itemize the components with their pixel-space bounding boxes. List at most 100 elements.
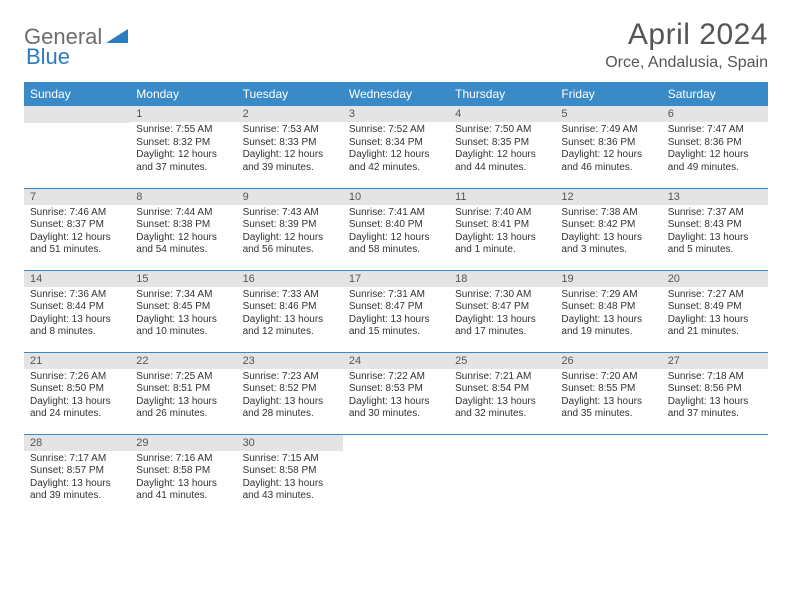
daylight-text: Daylight: 13 hours <box>30 396 124 409</box>
day-details: Sunrise: 7:31 AMSunset: 8:47 PMDaylight:… <box>343 287 449 343</box>
daylight-text: Daylight: 13 hours <box>136 314 230 327</box>
sunset-text: Sunset: 8:58 PM <box>136 465 230 478</box>
day-number: 7 <box>24 189 130 205</box>
daylight-text: and 21 minutes. <box>668 326 762 339</box>
sunset-text: Sunset: 8:58 PM <box>243 465 337 478</box>
calendar-cell: 12Sunrise: 7:38 AMSunset: 8:42 PMDayligh… <box>555 188 661 270</box>
day-details: Sunrise: 7:20 AMSunset: 8:55 PMDaylight:… <box>555 369 661 425</box>
calendar-row: 14Sunrise: 7:36 AMSunset: 8:44 PMDayligh… <box>24 270 768 352</box>
daylight-text: Daylight: 13 hours <box>455 314 549 327</box>
daylight-text: Daylight: 12 hours <box>561 149 655 162</box>
daylight-text: and 49 minutes. <box>668 162 762 175</box>
sunrise-text: Sunrise: 7:47 AM <box>668 124 762 137</box>
sunrise-text: Sunrise: 7:37 AM <box>668 207 762 220</box>
calendar-row: 21Sunrise: 7:26 AMSunset: 8:50 PMDayligh… <box>24 352 768 434</box>
sunset-text: Sunset: 8:39 PM <box>243 219 337 232</box>
calendar-cell: 30Sunrise: 7:15 AMSunset: 8:58 PMDayligh… <box>237 434 343 516</box>
sunrise-text: Sunrise: 7:16 AM <box>136 453 230 466</box>
day-details: Sunrise: 7:41 AMSunset: 8:40 PMDaylight:… <box>343 205 449 261</box>
day-number: 9 <box>237 189 343 205</box>
sunrise-text: Sunrise: 7:30 AM <box>455 289 549 302</box>
daylight-text: and 24 minutes. <box>30 408 124 421</box>
sunrise-text: Sunrise: 7:26 AM <box>30 371 124 384</box>
day-details: Sunrise: 7:15 AMSunset: 8:58 PMDaylight:… <box>237 451 343 507</box>
daylight-text: and 56 minutes. <box>243 244 337 257</box>
daylight-text: and 54 minutes. <box>136 244 230 257</box>
calendar-cell: 11Sunrise: 7:40 AMSunset: 8:41 PMDayligh… <box>449 188 555 270</box>
daylight-text: and 39 minutes. <box>243 162 337 175</box>
empty-day-bar <box>24 106 130 123</box>
day-details: Sunrise: 7:18 AMSunset: 8:56 PMDaylight:… <box>662 369 768 425</box>
day-number: 10 <box>343 189 449 205</box>
daylight-text: and 26 minutes. <box>136 408 230 421</box>
daylight-text: Daylight: 12 hours <box>455 149 549 162</box>
weekday-header: Friday <box>555 82 661 106</box>
daylight-text: Daylight: 13 hours <box>30 314 124 327</box>
calendar-cell: 1Sunrise: 7:55 AMSunset: 8:32 PMDaylight… <box>130 106 236 188</box>
day-details: Sunrise: 7:49 AMSunset: 8:36 PMDaylight:… <box>555 122 661 178</box>
sunrise-text: Sunrise: 7:15 AM <box>243 453 337 466</box>
sunset-text: Sunset: 8:36 PM <box>668 137 762 150</box>
sunrise-text: Sunrise: 7:52 AM <box>349 124 443 137</box>
day-number: 21 <box>24 353 130 369</box>
sunset-text: Sunset: 8:54 PM <box>455 383 549 396</box>
daylight-text: and 44 minutes. <box>455 162 549 175</box>
sunrise-text: Sunrise: 7:36 AM <box>30 289 124 302</box>
daylight-text: Daylight: 13 hours <box>561 396 655 409</box>
day-number: 22 <box>130 353 236 369</box>
daylight-text: and 46 minutes. <box>561 162 655 175</box>
daylight-text: Daylight: 13 hours <box>455 396 549 409</box>
calendar-cell <box>662 434 768 516</box>
calendar-cell <box>343 434 449 516</box>
daylight-text: Daylight: 12 hours <box>243 149 337 162</box>
daylight-text: Daylight: 13 hours <box>349 314 443 327</box>
calendar-cell: 6Sunrise: 7:47 AMSunset: 8:36 PMDaylight… <box>662 106 768 188</box>
calendar-row: 7Sunrise: 7:46 AMSunset: 8:37 PMDaylight… <box>24 188 768 270</box>
day-details: Sunrise: 7:26 AMSunset: 8:50 PMDaylight:… <box>24 369 130 425</box>
sunset-text: Sunset: 8:51 PM <box>136 383 230 396</box>
sunrise-text: Sunrise: 7:18 AM <box>668 371 762 384</box>
calendar-cell: 4Sunrise: 7:50 AMSunset: 8:35 PMDaylight… <box>449 106 555 188</box>
sunrise-text: Sunrise: 7:33 AM <box>243 289 337 302</box>
calendar-cell: 29Sunrise: 7:16 AMSunset: 8:58 PMDayligh… <box>130 434 236 516</box>
calendar-cell: 8Sunrise: 7:44 AMSunset: 8:38 PMDaylight… <box>130 188 236 270</box>
sunrise-text: Sunrise: 7:21 AM <box>455 371 549 384</box>
day-details: Sunrise: 7:21 AMSunset: 8:54 PMDaylight:… <box>449 369 555 425</box>
daylight-text: and 37 minutes. <box>136 162 230 175</box>
daylight-text: and 5 minutes. <box>668 244 762 257</box>
daylight-text: Daylight: 13 hours <box>243 314 337 327</box>
day-number: 27 <box>662 353 768 369</box>
calendar-cell <box>555 434 661 516</box>
day-details: Sunrise: 7:50 AMSunset: 8:35 PMDaylight:… <box>449 122 555 178</box>
day-number: 20 <box>662 271 768 287</box>
sunrise-text: Sunrise: 7:53 AM <box>243 124 337 137</box>
calendar-cell: 9Sunrise: 7:43 AMSunset: 8:39 PMDaylight… <box>237 188 343 270</box>
calendar-cell: 10Sunrise: 7:41 AMSunset: 8:40 PMDayligh… <box>343 188 449 270</box>
daylight-text: and 51 minutes. <box>30 244 124 257</box>
daylight-text: Daylight: 12 hours <box>668 149 762 162</box>
daylight-text: Daylight: 13 hours <box>243 478 337 491</box>
daylight-text: and 37 minutes. <box>668 408 762 421</box>
day-details: Sunrise: 7:37 AMSunset: 8:43 PMDaylight:… <box>662 205 768 261</box>
day-number: 23 <box>237 353 343 369</box>
day-number: 3 <box>343 106 449 122</box>
day-details: Sunrise: 7:30 AMSunset: 8:47 PMDaylight:… <box>449 287 555 343</box>
daylight-text: and 3 minutes. <box>561 244 655 257</box>
daylight-text: and 8 minutes. <box>30 326 124 339</box>
daylight-text: Daylight: 13 hours <box>349 396 443 409</box>
daylight-text: and 15 minutes. <box>349 326 443 339</box>
calendar-cell: 27Sunrise: 7:18 AMSunset: 8:56 PMDayligh… <box>662 352 768 434</box>
sunset-text: Sunset: 8:47 PM <box>455 301 549 314</box>
weekday-header: Saturday <box>662 82 768 106</box>
sunrise-text: Sunrise: 7:20 AM <box>561 371 655 384</box>
sunset-text: Sunset: 8:53 PM <box>349 383 443 396</box>
day-details: Sunrise: 7:33 AMSunset: 8:46 PMDaylight:… <box>237 287 343 343</box>
day-number: 28 <box>24 435 130 451</box>
sunset-text: Sunset: 8:44 PM <box>30 301 124 314</box>
daylight-text: Daylight: 12 hours <box>136 149 230 162</box>
weekday-header-row: Sunday Monday Tuesday Wednesday Thursday… <box>24 82 768 106</box>
day-number: 15 <box>130 271 236 287</box>
brand-part2: Blue <box>26 44 70 70</box>
calendar-cell: 18Sunrise: 7:30 AMSunset: 8:47 PMDayligh… <box>449 270 555 352</box>
day-details: Sunrise: 7:27 AMSunset: 8:49 PMDaylight:… <box>662 287 768 343</box>
